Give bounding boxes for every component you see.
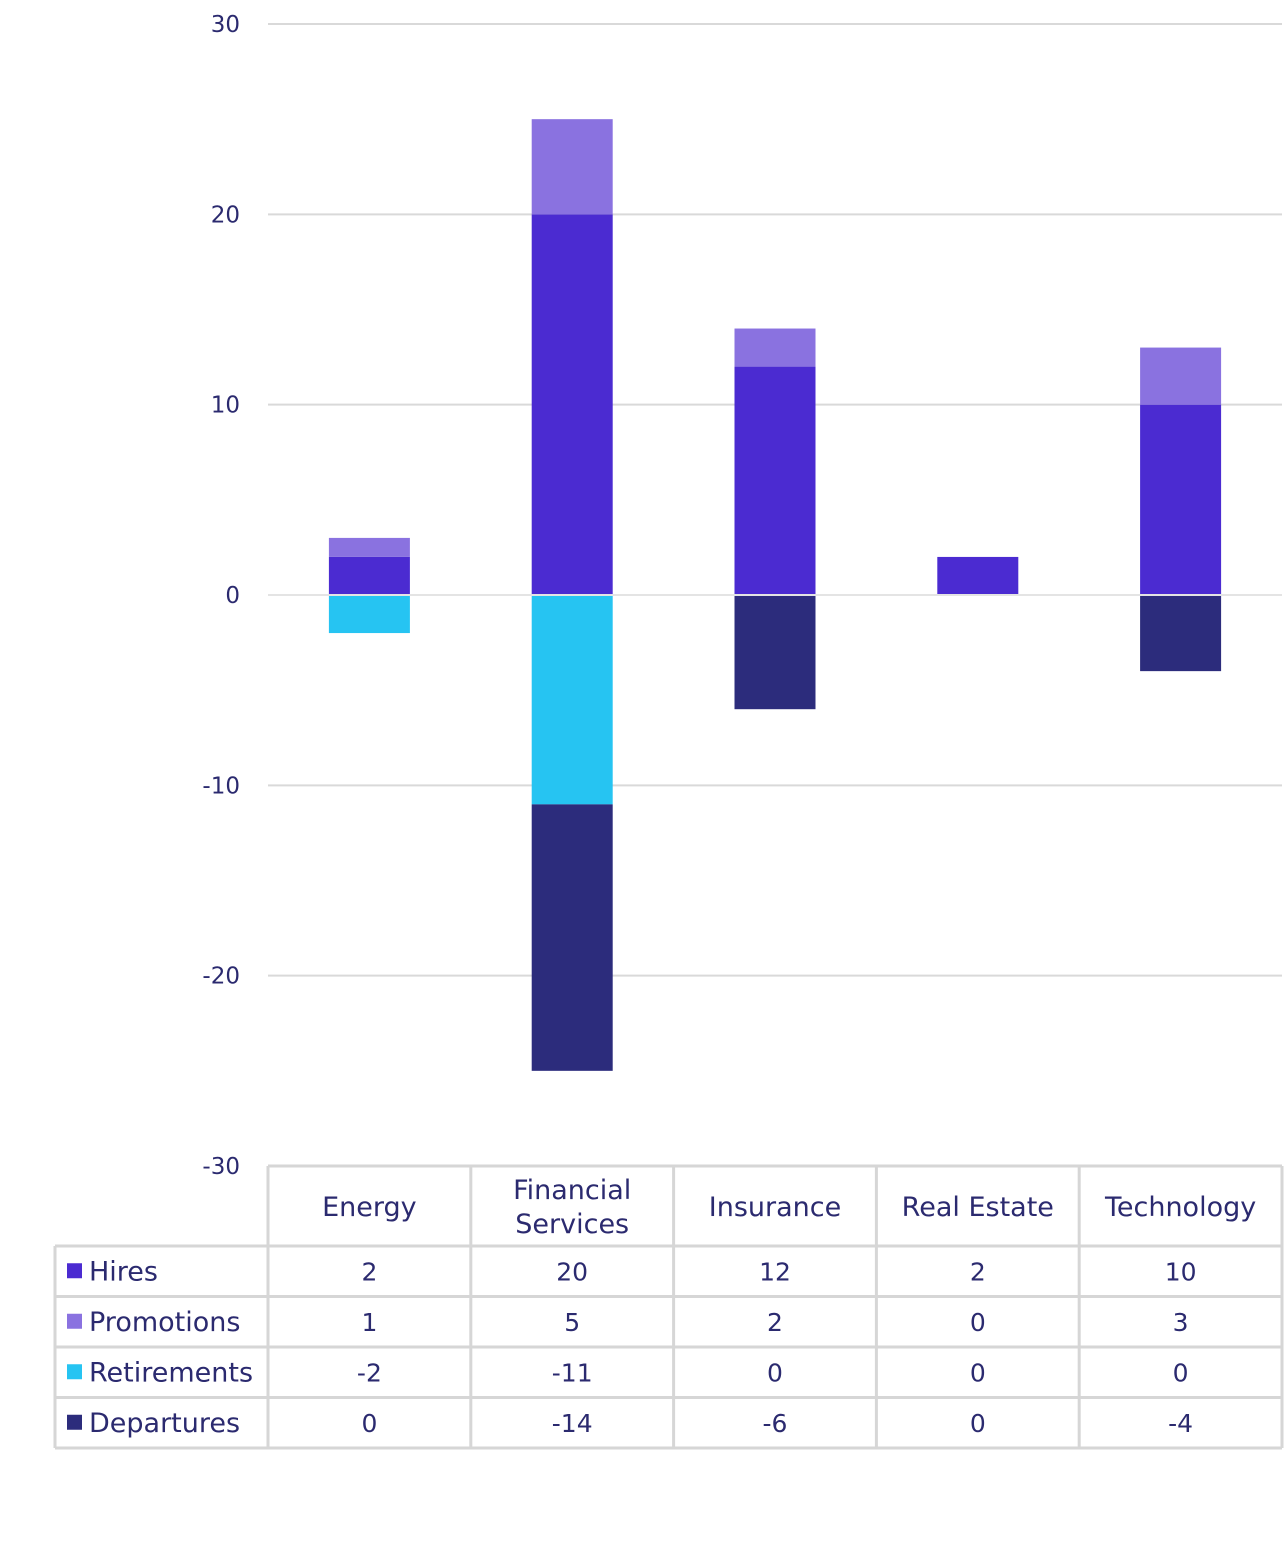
data-label: 0	[970, 1409, 986, 1438]
data-label: -14	[552, 1409, 593, 1438]
y-tick-label: -30	[202, 1154, 240, 1180]
legend-swatch-retirements	[67, 1364, 82, 1380]
y-tick-label: 0	[225, 583, 240, 609]
legend-label-retirements: Retirements	[89, 1357, 253, 1388]
x-tick-label: Energy	[322, 1192, 417, 1223]
data-label: 20	[556, 1257, 588, 1286]
data-label: 10	[1165, 1257, 1197, 1286]
legend-label-departures: Departures	[89, 1408, 240, 1439]
x-tick-label: Insurance	[709, 1192, 841, 1223]
bar-hires-financial-services	[531, 214, 613, 596]
data-table: Energy Financial Services Insurance Real Est…	[53, 1164, 1284, 1450]
x-tick-label: Technology	[1104, 1192, 1256, 1223]
data-label: 2	[361, 1257, 377, 1286]
data-label: 3	[1173, 1308, 1189, 1337]
data-label: -6	[763, 1409, 788, 1438]
bar-promotions-technology	[1140, 347, 1222, 405]
legend-swatch-departures	[67, 1414, 82, 1430]
bar-promotions-financial-services	[531, 119, 613, 215]
legend-swatch-hires	[67, 1263, 82, 1279]
data-label: 0	[1173, 1358, 1189, 1387]
bars	[328, 119, 1222, 1071]
data-label: 5	[564, 1308, 580, 1337]
bar-hires-energy	[328, 556, 410, 595]
bar-hires-real-estate	[937, 556, 1019, 595]
bar-departures-insurance	[734, 595, 816, 710]
bar-retirements-financial-services	[531, 595, 613, 805]
x-tick-label: Real Estate	[902, 1192, 1054, 1223]
data-label: 0	[970, 1308, 986, 1337]
data-label: 1	[361, 1308, 377, 1337]
data-label: 0	[767, 1358, 783, 1387]
bar-retirements-energy	[328, 595, 410, 634]
y-tick-label: -20	[202, 964, 240, 990]
data-label: -4	[1168, 1409, 1193, 1438]
y-tick-label: 10	[211, 393, 240, 419]
bar-hires-insurance	[734, 366, 816, 595]
data-label: 0	[361, 1409, 377, 1438]
data-label: 0	[970, 1358, 986, 1387]
data-label: -2	[357, 1358, 382, 1387]
data-label: 2	[970, 1257, 986, 1286]
bar-promotions-insurance	[734, 328, 816, 367]
y-tick-label: 30	[211, 12, 240, 38]
y-tick-label: -10	[202, 773, 240, 799]
bar-hires-technology	[1140, 404, 1222, 595]
data-label: -11	[552, 1358, 593, 1387]
y-axis-ticks: 30 20 10 0 -10 -20 -30	[202, 12, 240, 1180]
data-label: 2	[767, 1308, 783, 1337]
legend-label-hires: Hires	[89, 1256, 158, 1287]
bar-departures-technology	[1140, 595, 1222, 672]
legend-label-promotions: Promotions	[89, 1307, 240, 1338]
x-tick-label: Financial Services	[513, 1175, 631, 1240]
data-label: 12	[759, 1257, 791, 1286]
y-tick-label: 20	[211, 202, 240, 228]
bar-promotions-energy	[328, 537, 410, 557]
bar-departures-financial-services	[531, 804, 613, 1071]
legend-swatch-promotions	[67, 1313, 82, 1329]
